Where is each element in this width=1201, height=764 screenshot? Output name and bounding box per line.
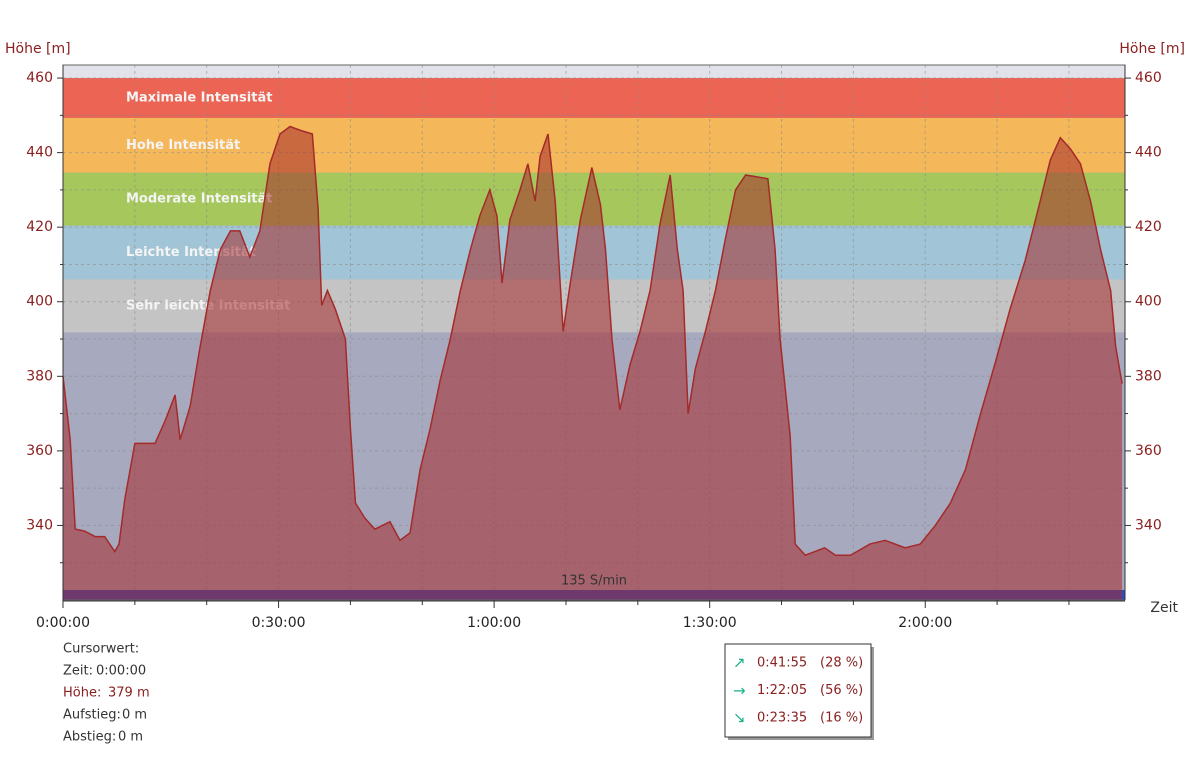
summary-percent: (56 %) — [820, 683, 863, 698]
arrow-down: ↘ — [733, 709, 746, 727]
cursor-abstieg: 0 m — [118, 730, 143, 745]
area-line — [62, 125, 1123, 557]
x-tick-label: 0:00:00 — [36, 615, 90, 631]
y-tick-label: 340 — [26, 517, 53, 533]
zone-label: Moderate Intensität — [126, 192, 273, 207]
summary-time: 0:41:55 — [757, 656, 807, 671]
x-tick-label: 2:00:00 — [898, 615, 952, 631]
y-tick-label: 360 — [26, 443, 53, 459]
cadence-label: 135 S/min — [561, 574, 627, 589]
zone-band — [63, 78, 1125, 118]
x-tick-label: 1:30:00 — [683, 615, 737, 631]
y-tick-label: 460 — [1135, 70, 1162, 86]
summary-time: 1:22:05 — [757, 683, 807, 698]
y-tick-label: 440 — [26, 145, 53, 161]
y-tick-label: 380 — [26, 368, 53, 384]
cursor-zeit-label: Zeit: — [63, 664, 93, 679]
zone-label: Hohe Intensität — [126, 138, 240, 153]
summary-box: ↗ → ↘ — [724, 643, 874, 740]
cursor-hoehe: 379 m — [108, 686, 150, 701]
y-tick-label: 460 — [26, 70, 53, 86]
y-tick-label: 400 — [1135, 294, 1162, 310]
zone-label: Maximale Intensität — [126, 90, 272, 105]
zone-band — [63, 117, 1125, 173]
y-tick-label: 360 — [1135, 443, 1162, 459]
area-fill — [63, 126, 1123, 600]
plot: Maximale Intensität Hohe Intensität Modera… — [62, 64, 1126, 601]
y-tick-label: 420 — [26, 219, 53, 235]
x-tick-label: 0:30:00 — [252, 615, 306, 631]
arrow-flat: → — [733, 682, 746, 700]
summary-percent: (16 %) — [820, 711, 863, 726]
cursor-panel: Cursorwert: Zeit: 0:00:00 Höhe: 379 m Au… — [63, 642, 150, 745]
y-axis-label-left: Höhe [m] — [5, 41, 71, 57]
x-axis-label: Zeit — [1150, 600, 1178, 616]
cursor-abstieg-label: Abstieg: — [63, 730, 116, 745]
cursor-aufstieg: 0 m — [122, 708, 147, 723]
cursor-hoehe-label: Höhe: — [63, 686, 101, 701]
arrow-up: ↗ — [733, 654, 746, 672]
cursor-title: Cursorwert: — [63, 642, 139, 657]
summary-time: 0:23:35 — [757, 711, 807, 726]
x-tick-label: 1:00:00 — [467, 615, 521, 631]
summary-percent: (28 %) — [820, 656, 863, 671]
y-tick-label: 380 — [1135, 368, 1162, 384]
plot-top-strip — [63, 65, 1125, 79]
y-tick-label: 400 — [26, 294, 53, 310]
cursor-aufstieg-label: Aufstieg: — [63, 708, 121, 723]
y-tick-label: 420 — [1135, 219, 1162, 235]
cursor-zeit: 0:00:00 — [96, 664, 146, 679]
y-tick-label: 440 — [1135, 145, 1162, 161]
summary-frame — [724, 643, 872, 738]
y-axis-label-right: Höhe [m] — [1119, 41, 1185, 57]
y-tick-label: 340 — [1135, 517, 1162, 533]
